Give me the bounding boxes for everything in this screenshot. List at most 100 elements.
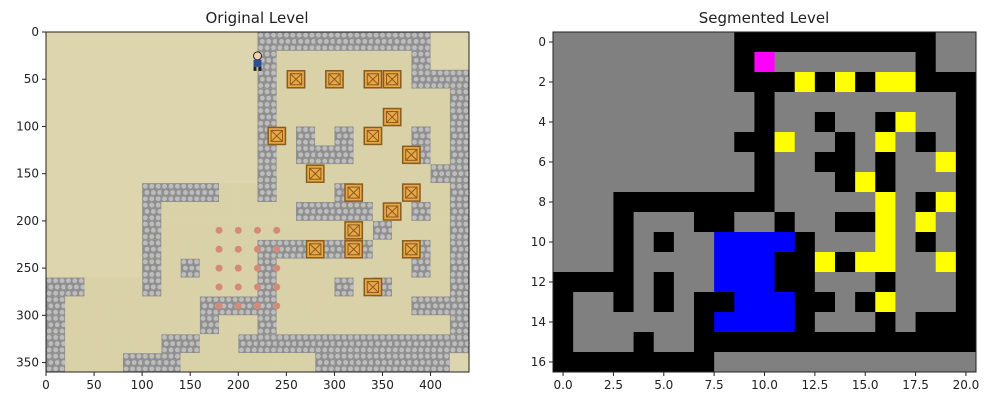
stone-dot <box>310 140 315 145</box>
stone-dot <box>444 310 449 315</box>
stone-dot <box>463 184 468 189</box>
stone-dot <box>297 127 302 132</box>
segment-cell <box>875 32 896 53</box>
stone-dot <box>419 272 424 277</box>
floor-tile <box>296 315 315 334</box>
stone-dot <box>298 39 303 44</box>
stone-dot <box>170 360 175 365</box>
stone-dot <box>463 203 468 208</box>
goal-dot <box>216 284 223 291</box>
floor-tile <box>431 145 450 164</box>
stone-dot <box>266 266 271 271</box>
stone-dot <box>143 291 148 296</box>
segment-cell <box>815 152 836 173</box>
stone-dot <box>451 278 456 283</box>
stone-dot <box>361 203 366 208</box>
stone-dot <box>337 39 342 44</box>
stone-dot <box>386 366 391 371</box>
segment-cell <box>875 252 896 273</box>
stone-dot <box>419 335 424 340</box>
segment-cell <box>835 92 856 113</box>
stone-dot <box>201 196 206 201</box>
stone-dot <box>380 366 385 371</box>
stone-dot <box>188 348 193 353</box>
segment-cell <box>895 212 916 233</box>
segment-cell <box>674 292 695 313</box>
stone-dot <box>266 303 271 308</box>
segment-cell <box>855 212 876 233</box>
segment-cell <box>734 112 755 133</box>
floor-tile <box>142 334 161 353</box>
floor-tile <box>161 315 180 334</box>
floor-tile <box>315 278 334 297</box>
stone-dot <box>53 278 58 283</box>
stone-dot <box>348 140 353 145</box>
segment-cell <box>573 212 594 233</box>
stone-dot <box>322 366 327 371</box>
stone-dot <box>457 234 462 239</box>
goal-dot <box>273 302 280 309</box>
floor-tile <box>161 221 180 240</box>
stone-dot <box>322 159 327 164</box>
stone-dot <box>419 297 424 302</box>
stone-dot <box>335 366 340 371</box>
stone-dot <box>47 297 52 302</box>
goal-dot <box>216 246 223 253</box>
stone-dot <box>303 203 308 208</box>
segment-cell <box>956 212 977 233</box>
stone-dot <box>457 222 462 227</box>
stone-dot <box>60 329 65 334</box>
segment-cell <box>815 72 836 93</box>
segment-cell <box>754 292 775 313</box>
y-tick-label: 8 <box>538 195 546 209</box>
stone-dot <box>271 33 276 38</box>
stone-dot <box>132 360 137 365</box>
segment-cell <box>553 232 574 253</box>
segment-cell <box>613 292 634 313</box>
stone-dot <box>329 45 334 50</box>
stone-dot <box>451 196 456 201</box>
floor-tile <box>392 278 411 297</box>
stone-dot <box>399 354 404 359</box>
stone-dot <box>207 310 212 315</box>
stone-dot <box>348 127 353 132</box>
segment-cell <box>835 52 856 73</box>
stone-dot <box>258 348 263 353</box>
stone-dot <box>337 152 342 157</box>
goal-dot <box>216 302 223 309</box>
stone-dot <box>239 297 244 302</box>
stone-dot <box>271 291 276 296</box>
stone-dot <box>348 45 353 50</box>
stone-dot <box>322 45 327 50</box>
stone-dot <box>329 203 334 208</box>
segment-cell <box>815 132 836 153</box>
stone-dot <box>194 259 199 264</box>
stone-dot <box>367 348 372 353</box>
floor-tile <box>84 315 103 334</box>
goal-dot <box>216 265 223 272</box>
segment-cell <box>634 32 655 53</box>
floor-tile <box>373 259 392 278</box>
segment-cell <box>694 192 715 213</box>
segment-cell <box>754 252 775 273</box>
stone-dot <box>72 278 77 283</box>
stone-dot <box>258 140 263 145</box>
segment-cell <box>734 132 755 153</box>
segment-cell <box>593 252 614 273</box>
stone-dot <box>452 115 457 120</box>
stone-dot <box>438 335 443 340</box>
stone-dot <box>194 272 199 277</box>
stone-dot <box>463 102 468 107</box>
stone-dot <box>337 360 342 365</box>
segment-cell <box>775 52 796 73</box>
stone-dot <box>337 247 342 252</box>
stone-dot <box>329 348 334 353</box>
stone-dot <box>380 335 385 340</box>
stone-dot <box>60 335 65 340</box>
stone-dot <box>201 316 206 321</box>
stone-dot <box>362 209 367 214</box>
stone-dot <box>433 360 438 365</box>
segment-cell <box>916 352 937 373</box>
segment-cell <box>573 352 594 373</box>
floor-tile <box>123 334 142 353</box>
